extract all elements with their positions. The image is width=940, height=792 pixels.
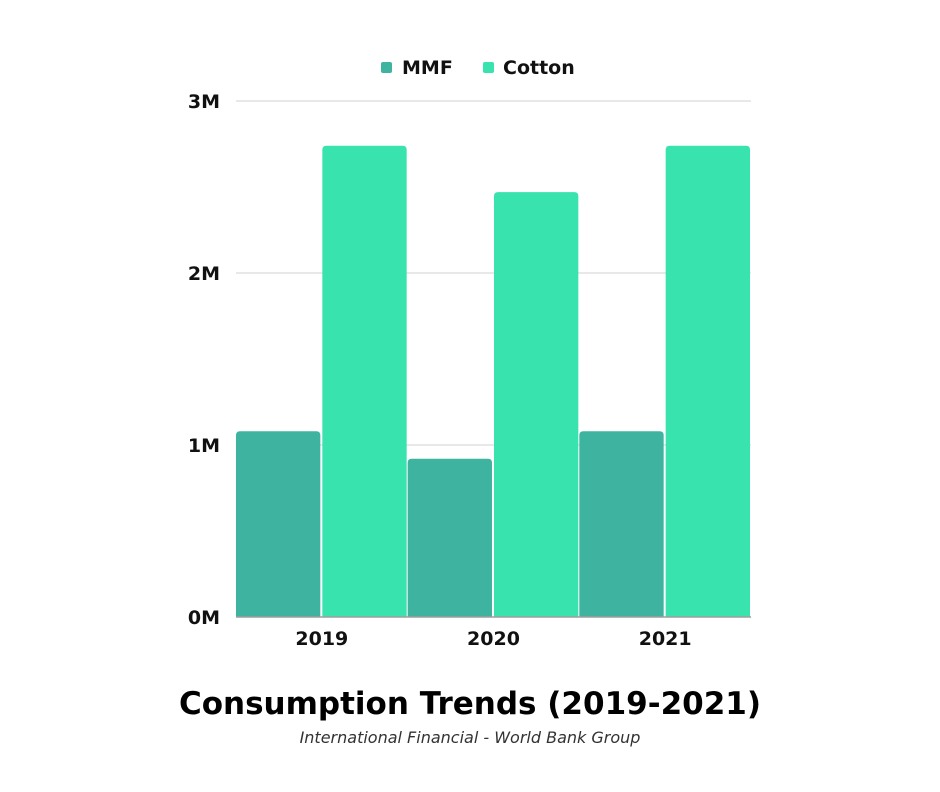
legend-swatch-cotton: [483, 62, 494, 73]
y-tick-label: 2M: [188, 263, 220, 285]
bar-cotton-2019: [322, 145, 407, 617]
x-tick-label: 2021: [639, 628, 692, 650]
x-tick-label: 2019: [295, 628, 348, 650]
legend-swatch-mmf: [381, 62, 392, 73]
y-axis: 0M 1M 2M 3M: [188, 91, 220, 629]
bar-mmf-2021: [579, 431, 664, 617]
chart-subtitle: International Financial - World Bank Gro…: [299, 728, 641, 747]
bars: [236, 145, 750, 617]
bar-mmf-2020: [407, 458, 492, 617]
y-tick-label: 1M: [188, 435, 220, 457]
legend-label-mmf: MMF: [402, 57, 453, 79]
legend: MMF Cotton: [381, 57, 575, 79]
x-axis: 2019 2020 2021: [236, 616, 751, 650]
bar-cotton-2021: [665, 145, 750, 617]
y-tick-label: 3M: [188, 91, 220, 113]
gridlines: [236, 100, 751, 446]
y-tick-label: 0M: [188, 607, 220, 629]
x-tick-label: 2020: [467, 628, 520, 650]
chart-title: Consumption Trends (2019-2021): [178, 686, 762, 722]
legend-label-cotton: Cotton: [503, 57, 575, 79]
bar-mmf-2019: [236, 431, 321, 617]
bar-cotton-2020: [494, 192, 579, 617]
